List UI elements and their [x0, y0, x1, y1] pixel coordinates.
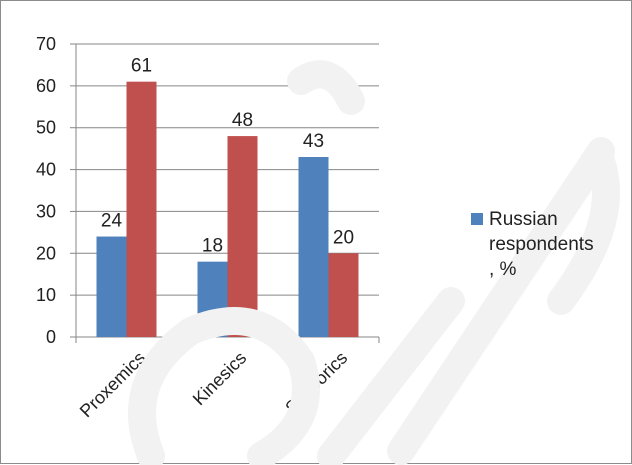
data-label: 18: [202, 236, 223, 257]
legend-swatch: [471, 213, 483, 225]
bar: [126, 81, 157, 338]
y-tick-label: 40: [36, 160, 56, 180]
data-label: 24: [101, 211, 123, 232]
data-label: 43: [303, 131, 324, 152]
bar: [197, 261, 228, 337]
x-tick-label: Sensorics: [281, 348, 351, 418]
y-tick-label: 0: [46, 327, 56, 347]
y-tick-label: 20: [36, 243, 56, 263]
bar: [96, 236, 127, 337]
legend-label: Russian respondents , %: [489, 209, 594, 280]
y-tick-label: 60: [36, 76, 56, 96]
x-tick-label: Proxemics: [76, 348, 150, 422]
bar: [298, 157, 329, 337]
y-tick-label: 50: [36, 118, 56, 138]
data-label: 20: [333, 227, 354, 248]
y-tick-label: 70: [36, 34, 56, 54]
y-tick-label: 10: [36, 285, 56, 305]
data-label: 61: [131, 56, 152, 77]
bar: [328, 253, 359, 337]
x-tick-label: Kinesics: [189, 348, 251, 410]
data-label: 48: [232, 110, 253, 131]
y-tick-label: 30: [36, 201, 56, 221]
bar: [227, 136, 258, 337]
